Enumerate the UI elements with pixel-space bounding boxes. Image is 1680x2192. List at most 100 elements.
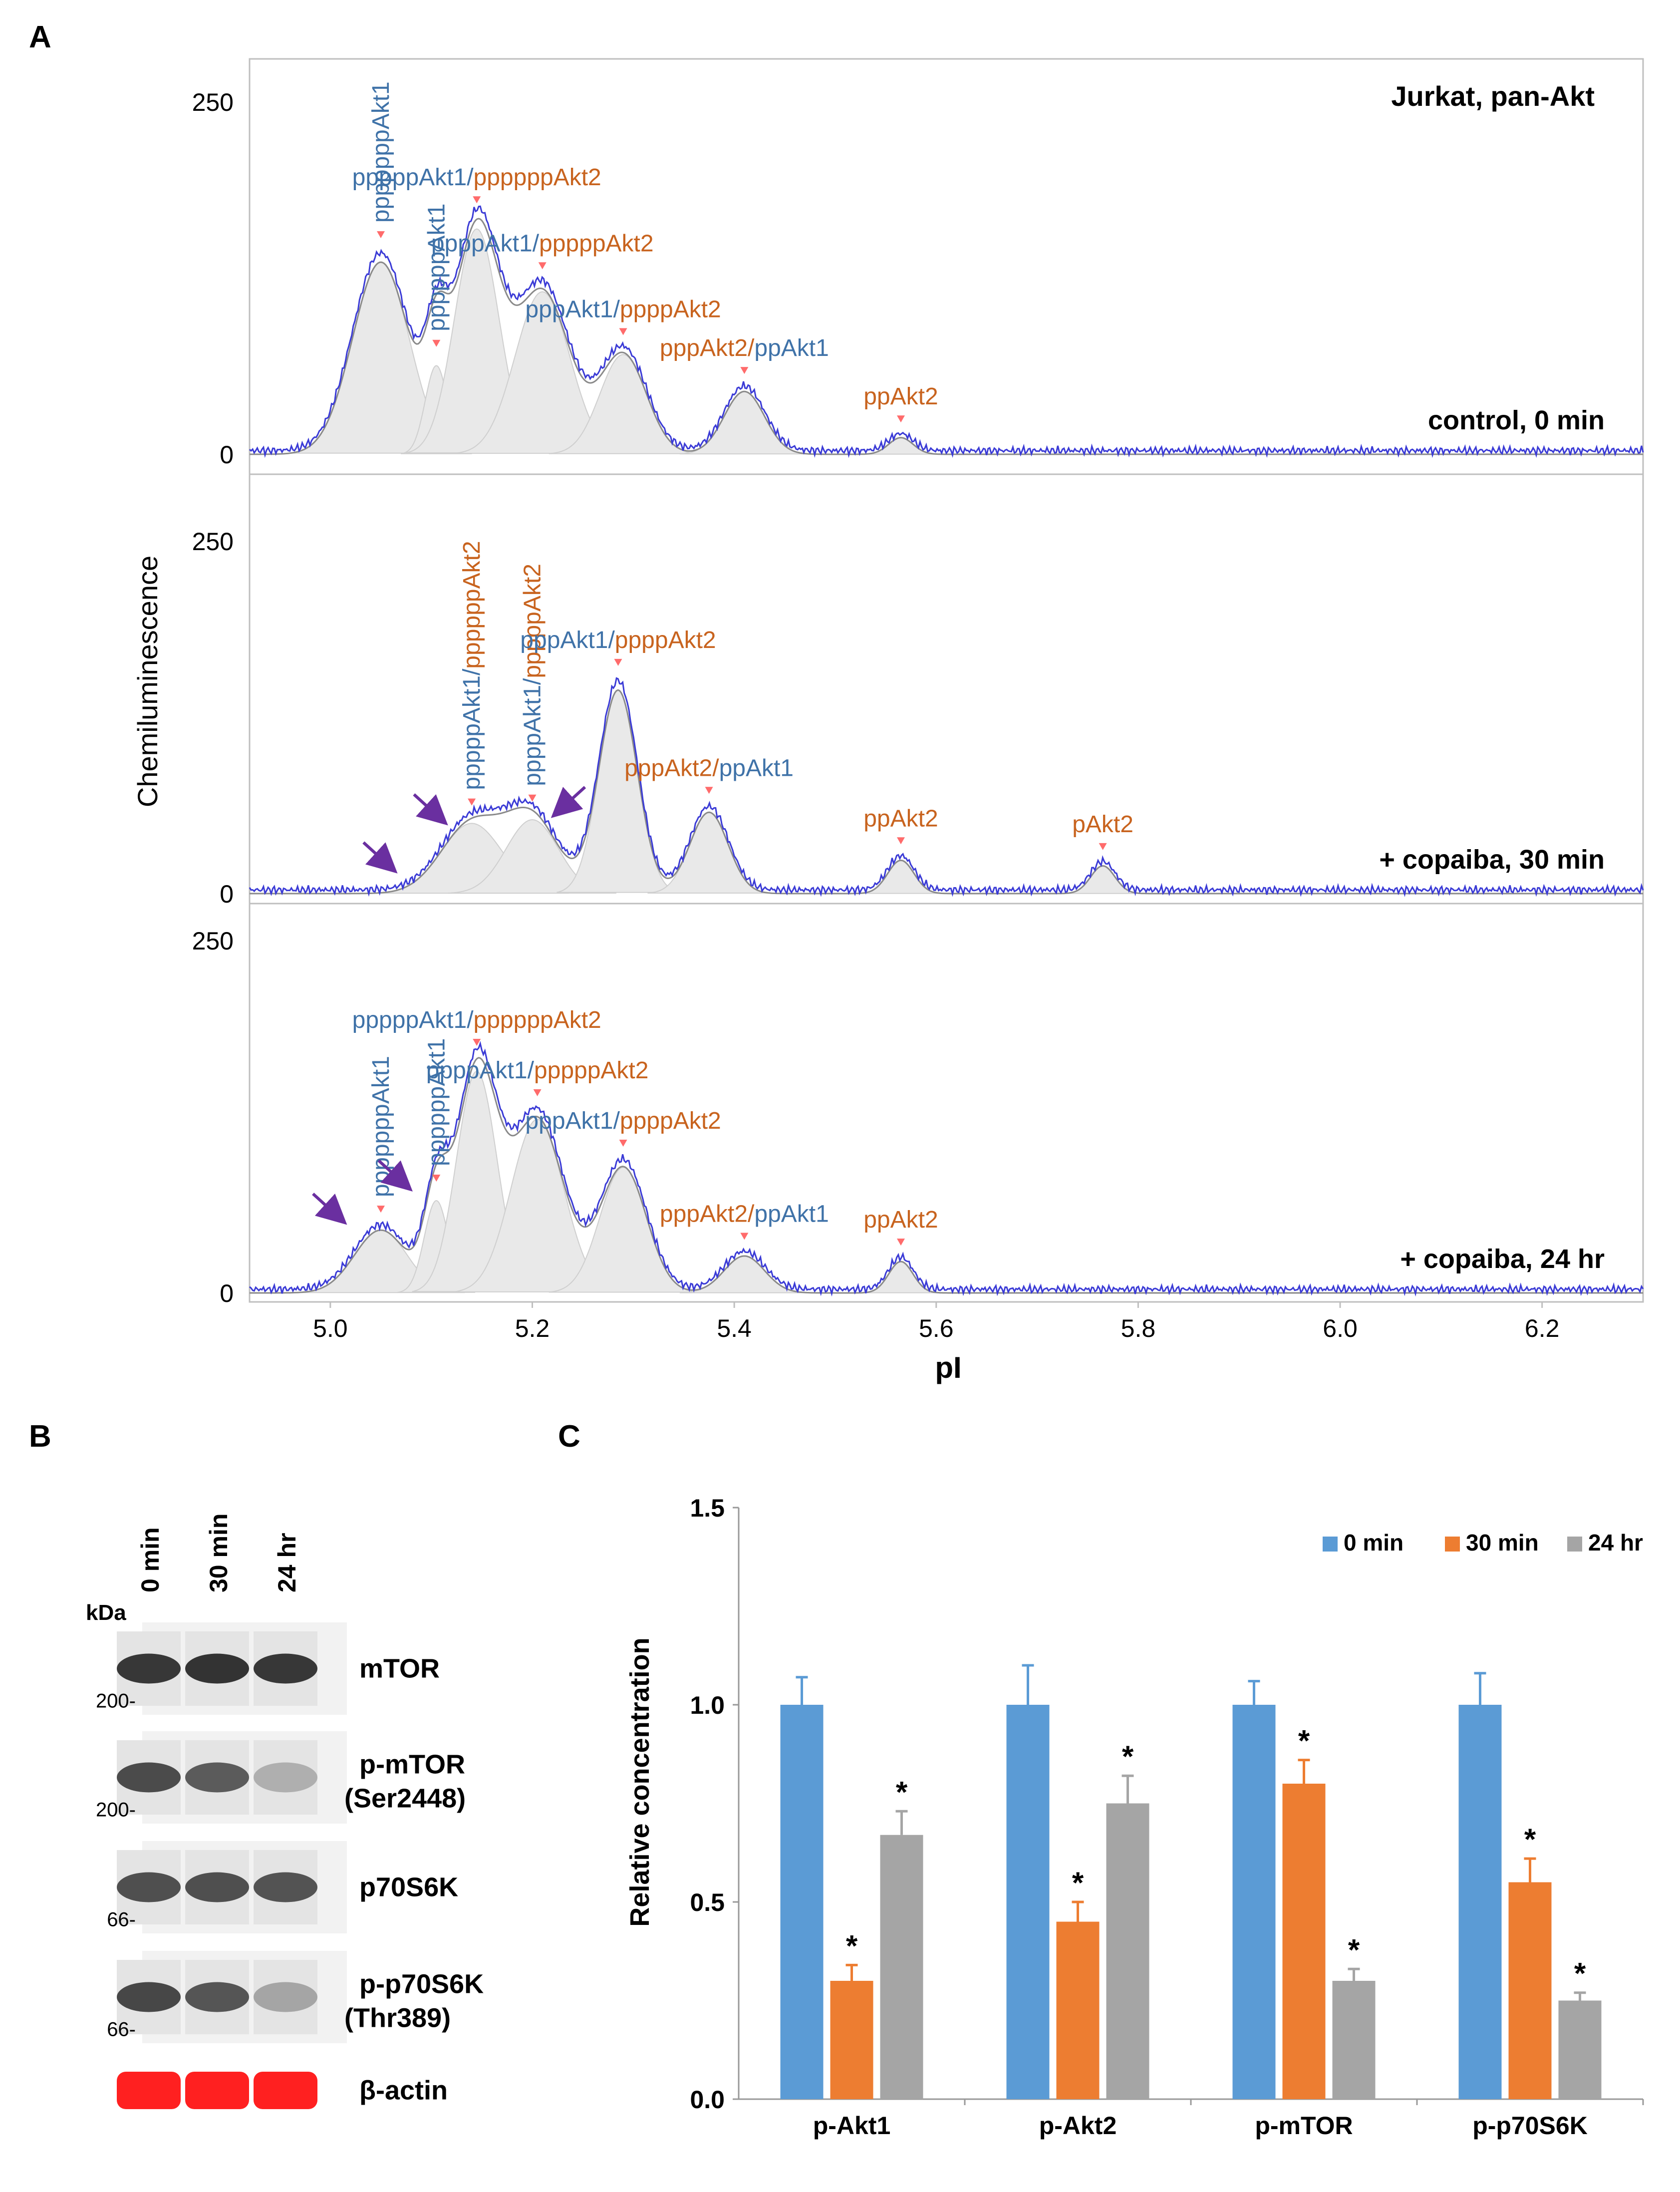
peak-marker-icon [705,787,713,794]
peak-label: ppAkt2 [863,383,938,410]
panel-a-frame [249,58,1644,1303]
peak-label-part: pppAkt2 [660,1201,748,1228]
y-tick-label: 1.0 [690,1691,725,1719]
significance-star: * [1298,1724,1310,1758]
peak-label: ppppppAkt1 [423,204,450,331]
protein-band [117,1762,181,1793]
peak-label-part: ppAkt1 [719,755,794,781]
peak-label: pppAkt2/ppAkt1 [660,1201,829,1228]
peak-label: pppAkt2/ppAkt1 [624,755,794,781]
protein-band [254,1872,317,1902]
peak-marker-icon [533,1089,542,1097]
fit-curve [250,1057,1643,1294]
bar [1056,1921,1100,2099]
y-tick-label: 0.5 [690,1888,725,1916]
x-tick-label: 5.2 [515,1314,550,1342]
protein-band [254,1762,317,1793]
peak-marker-icon [473,1039,481,1046]
bar [1106,1803,1149,2099]
y-tick-250: 250 [192,927,234,955]
arrow-icon [312,1193,347,1225]
cell-line-label: Jurkat, pan-Akt [1391,80,1595,112]
lane-label: 30 min [205,1514,233,1592]
blot-1: 200- p-mTOR (Ser2448) [96,1731,466,1824]
peak-label-part: / [519,678,546,685]
protein-band [185,1762,249,1793]
panel-c: C Relative concentration 0.0 0.5 1.0 1.5 p-A… [558,1419,1644,2140]
blot-2: 66- p70S6K [107,1841,458,1933]
peak-fill [647,812,771,894]
category-label: p-mTOR [1255,2112,1353,2140]
panel-b: B kDa 0 min 30 min 24 hr 200- mTOR 200- p-mTO… [29,1419,484,2109]
peak-label-part: / [613,1108,620,1134]
y-tick-0: 0 [220,1279,234,1307]
peak-label-part: pppAkt2 [660,335,748,361]
x-tick-label: 5.6 [919,1314,954,1342]
peak-label-part: / [459,668,485,675]
peak-label-part: pppppppAkt1 [368,81,394,223]
peak-label: ppppAkt1/pppppAkt2 [426,1057,649,1084]
peak-label-part: pppppAkt1 [459,675,485,790]
peak-label-part: pppppAkt2 [539,230,654,257]
panel-a: A Chemiluminescence pI Jurkat, pan-Akt 2… [29,20,1644,1384]
peak-label-part: / [528,1057,535,1084]
peak-label-part: ppppAkt2 [620,1108,721,1134]
peak-label-part: ppppppAkt2 [474,164,601,191]
protein-band [117,1982,181,2012]
peak-marker-icon [896,837,905,845]
measured-trace [249,677,1644,897]
lane-label: 0 min [136,1527,164,1592]
peak-label-part: pAkt2 [1072,811,1133,838]
panel-c-letter: C [558,1419,580,1454]
peak-marker-icon [468,798,476,806]
significance-star: * [896,1775,908,1809]
peak-label-part: ppppppAkt2 [459,541,485,668]
peak-label: pppAkt1/ppppAkt2 [520,627,716,653]
peak-marker-icon [896,415,905,423]
peak-label-part: / [467,164,474,191]
significance-star: * [1348,1933,1360,1966]
category-label: p-Akt2 [1039,2112,1117,2140]
peak-label-part: pppppAkt2 [519,564,546,678]
legend-swatch [1323,1537,1338,1552]
peak-label-part: pppAkt2 [624,755,712,781]
peak-marker-icon [377,1206,385,1213]
peak-label-part: ppAkt2 [863,805,938,832]
bar [780,1705,824,2099]
peak-label: pppppAkt1/ppppppAkt2 [352,164,601,191]
mw-marker: 66- [107,1909,136,1931]
mw-marker: 200- [96,1799,136,1821]
protein-band [117,1872,181,1902]
peak-label: pppAkt2/ppAkt1 [660,335,829,361]
arrow-icon [377,1159,413,1192]
bar [830,1981,873,2099]
bar [1282,1784,1326,2099]
blot-3: 66- p-p70S6K (Thr389) [107,1951,484,2043]
peak-label: pppppppAkt1 [368,1056,394,1197]
panel-a-xlabel: pI [935,1351,961,1384]
peak-label-part: / [748,335,755,361]
actin-band [185,2072,249,2109]
peak-label-part: / [613,296,620,322]
blot-0: 200- mTOR [96,1622,440,1715]
peak-label: pppppAkt1/ppppppAkt2 [459,541,485,790]
peak-label-part: ppppAkt2 [620,296,721,322]
peak-label-part: / [533,230,540,257]
category-label: p-p70S6K [1472,2112,1588,2140]
protein-band [254,1982,317,2012]
arrow-icon [362,841,398,874]
arrow-icon [413,793,448,826]
bar [1232,1705,1276,2099]
peak-marker-icon [896,1239,905,1246]
peak-marker-icon [528,794,537,802]
y-tick-250: 250 [192,88,234,116]
peak-label-part: pppAkt1 [520,627,608,653]
panel-c-ylabel: Relative concentration [625,1637,655,1926]
actin-band [117,2072,181,2109]
significance-star: * [1524,1823,1536,1856]
peak-label-part: pppppppAkt1 [368,1056,394,1197]
peak-label: pppppAkt1/ppppppAkt2 [352,1007,601,1033]
